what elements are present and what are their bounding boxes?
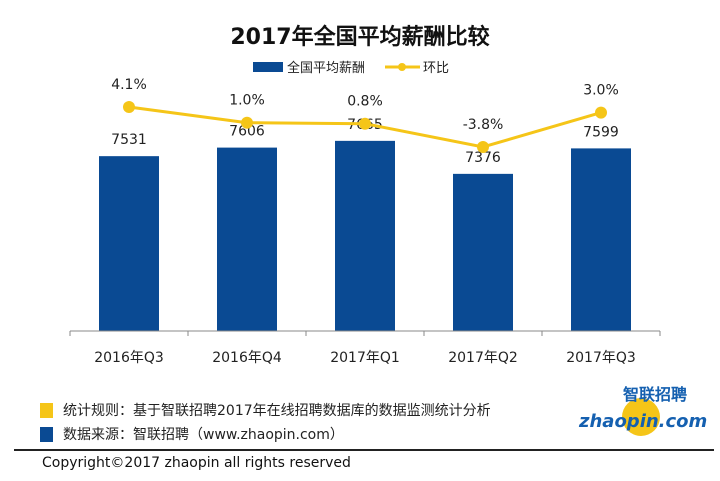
chart: 2017年全国平均薪酬比较 全国平均薪酬 环比 7531760676657376… [69, 24, 661, 366]
blue-square-icon [40, 426, 53, 442]
x-tick-label: 2017年Q3 [566, 350, 636, 366]
bar-value-label: 7376 [465, 150, 501, 166]
bar [99, 156, 159, 331]
x-tick-label: 2016年Q4 [212, 350, 282, 366]
x-tick-label: 2017年Q1 [330, 350, 400, 366]
line-point [123, 101, 135, 114]
bar-value-label: 7606 [229, 124, 265, 140]
bar [453, 173, 513, 331]
footer-note-rule: 统计规则：基于智联招聘2017年在线招聘数据库的数据监测统计分析 [40, 400, 491, 420]
line-point [477, 140, 489, 153]
rule-text: 统计规则：基于智联招聘2017年在线招聘数据库的数据监测统计分析 [63, 403, 491, 419]
yellow-square-icon [40, 402, 53, 418]
bar [217, 147, 277, 331]
chart-title: 2017年全国平均薪酬比较 [230, 24, 489, 50]
legend-line-marker [398, 63, 406, 71]
logo-circle [622, 398, 660, 436]
legend-bar-swatch [253, 62, 283, 72]
line-value-label: 1.0% [229, 93, 265, 109]
source-text: 数据来源：智联招聘（www.zhaopin.com） [63, 427, 344, 443]
logo-en-text: zhaopin.com [579, 411, 708, 432]
legend-line-label: 环比 [423, 61, 449, 76]
footer-note-source: 数据来源：智联招聘（www.zhaopin.com） [40, 424, 344, 444]
bar-value-label: 7531 [111, 132, 147, 148]
line-point [359, 117, 371, 130]
bar [571, 148, 631, 331]
line-point [241, 116, 253, 129]
line-value-label: 4.1% [111, 77, 147, 93]
divider [14, 449, 714, 451]
x-tick-label: 2016年Q3 [94, 350, 164, 366]
legend-bar-label: 全国平均薪酬 [287, 60, 365, 76]
logo-cn-text: 智联招聘 [623, 385, 688, 404]
copyright: Copyright©2017 zhaopin all rights reserv… [42, 455, 351, 471]
line-point [595, 106, 607, 119]
line-value-label: -3.8% [463, 117, 504, 133]
x-tick-label: 2017年Q2 [448, 350, 518, 366]
line-value-label: 3.0% [583, 83, 619, 99]
legend: 全国平均薪酬 环比 [253, 60, 449, 76]
bar-value-label: 7599 [583, 124, 619, 140]
zhaopin-logo: 智联招聘 zhaopin.com [575, 386, 715, 440]
bar [335, 140, 395, 331]
line-value-label: 0.8% [347, 94, 383, 110]
